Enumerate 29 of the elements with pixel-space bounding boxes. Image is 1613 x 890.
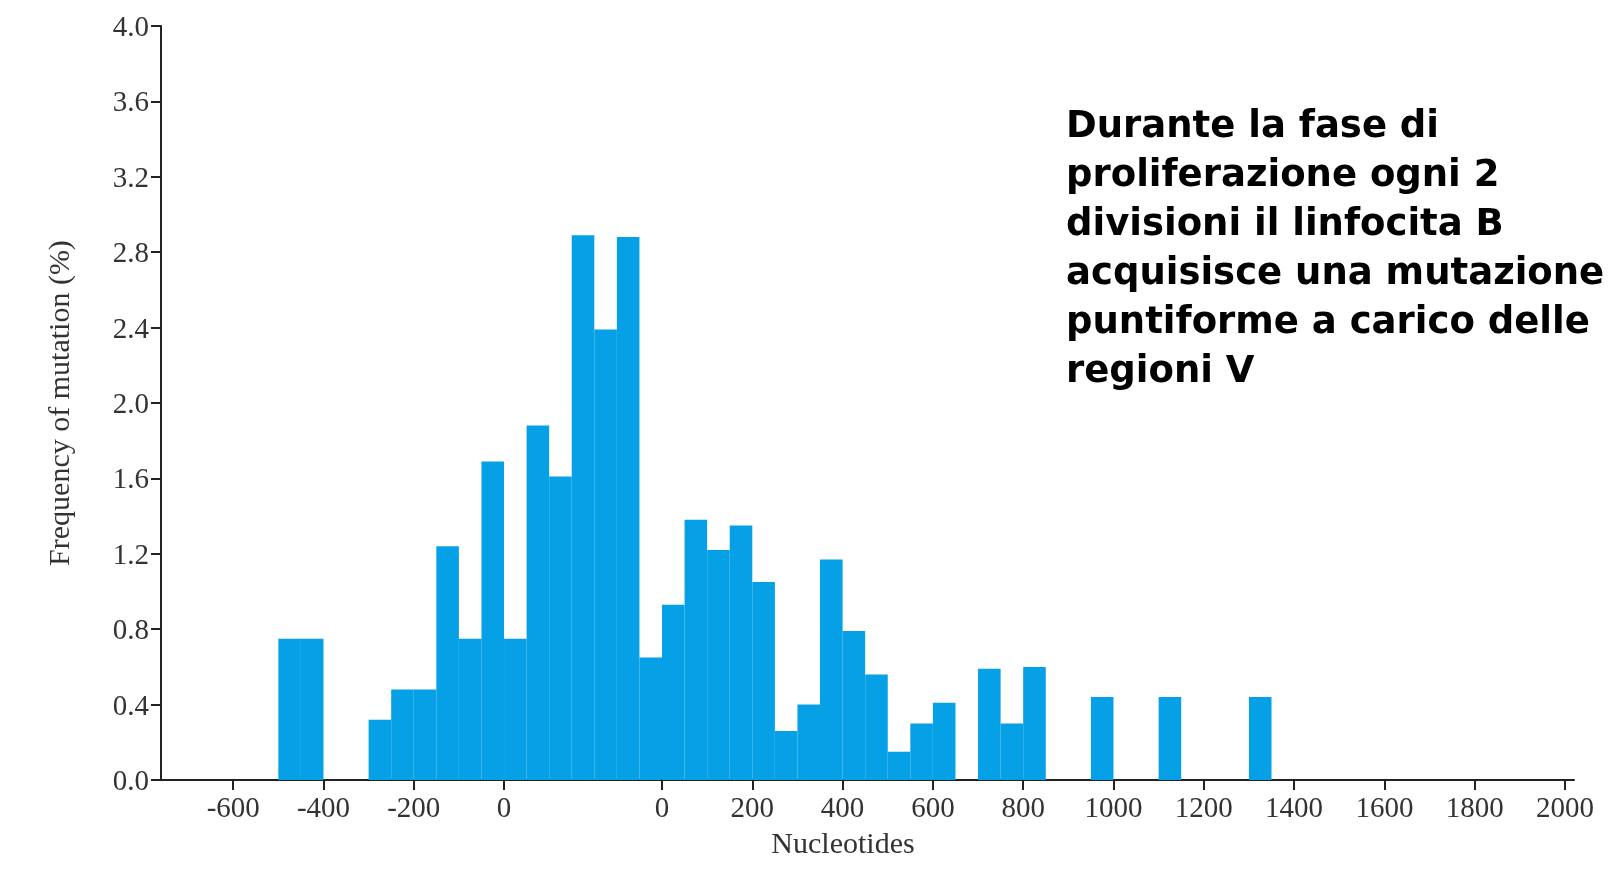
- x-tick-label: 1800: [1445, 790, 1504, 823]
- x-tick-label: 800: [1001, 790, 1045, 823]
- y-axis-title: Frequency of mutation (%): [41, 240, 76, 566]
- annotation: Durante la fase di proliferazione ogni 2 divisioni il linfocita B acquisisce una mutazione puntiforme a carico delle regioni V: [1066, 102, 1606, 393]
- y-tick-label: 0.0: [112, 764, 149, 796]
- x-tick-label: -200: [387, 790, 441, 823]
- y-tick-label: 3.2: [112, 160, 149, 193]
- x-tick-label: 1600: [1355, 790, 1414, 823]
- y-tick-label: 3.6: [112, 85, 149, 118]
- x-tick-label: 1000: [1084, 790, 1143, 823]
- x-tick-label: 200: [730, 790, 775, 823]
- x-tick-label: 0: [654, 790, 670, 823]
- y-tick-label: 0.8: [112, 613, 149, 646]
- x-axis-title: Nucleotides: [771, 826, 915, 860]
- y-tick-label: 1.2: [112, 537, 149, 570]
- y-tick-label: 2.0: [112, 387, 149, 419]
- x-tick-label: 600: [911, 790, 955, 823]
- x-tick-label: -400: [296, 790, 351, 823]
- y-tick-label: 2.4: [112, 311, 150, 344]
- x-tick-label: 400: [820, 790, 865, 823]
- x-tick-label: 1200: [1174, 790, 1233, 823]
- y-tick-label: 1.6: [112, 462, 149, 495]
- y-tick-label: 4.0: [112, 10, 149, 42]
- x-tick-label: 1400: [1265, 790, 1324, 823]
- x-tick-label: -600: [206, 790, 260, 823]
- y-tick-label: 0.4: [112, 688, 150, 721]
- x-tick-label: 2000: [1535, 790, 1594, 823]
- y-tick-label: 2.8: [112, 236, 149, 269]
- x-tick-label: 0: [496, 790, 512, 823]
